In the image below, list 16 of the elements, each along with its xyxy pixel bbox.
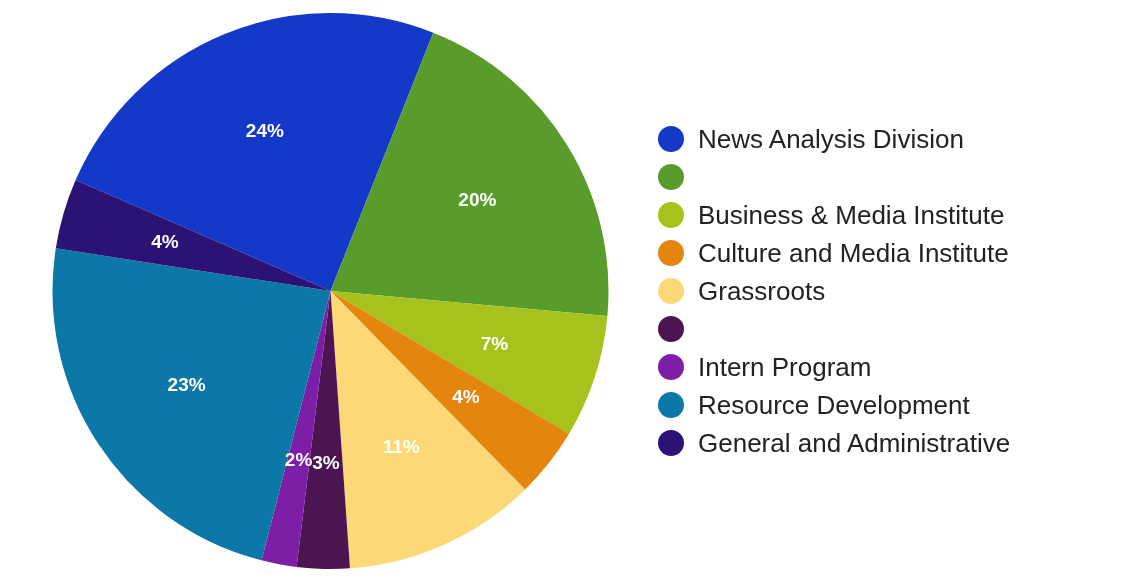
legend-label: News Analysis Division (698, 123, 964, 155)
data-label: 20% (458, 189, 497, 211)
data-label: 2% (284, 448, 313, 470)
data-label: 24% (245, 119, 284, 141)
data-label: 4% (151, 231, 179, 253)
data-label: 7% (480, 332, 509, 354)
legend-label: Intern Program (698, 351, 872, 383)
legend-label: Culture and Media Institute (698, 237, 1009, 269)
legend-label: Grassroots (698, 275, 826, 307)
data-label: 3% (312, 451, 340, 473)
data-label: 11% (382, 436, 420, 458)
legend-label: Resource Development (698, 389, 970, 421)
data-label: 23% (167, 374, 206, 396)
legend-label: Business & Media Institute (698, 199, 1005, 231)
legend-label: General and Administrative (698, 427, 1011, 459)
data-label: 4% (452, 385, 480, 407)
